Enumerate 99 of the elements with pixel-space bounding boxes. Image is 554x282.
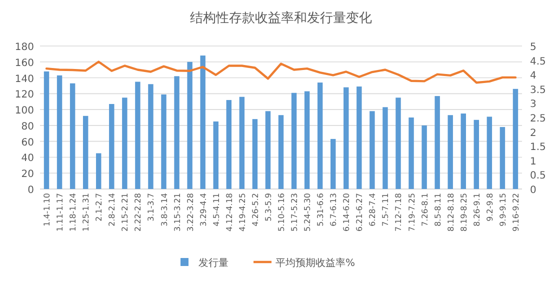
x-tick-label: 1.11-1.17 [56, 193, 65, 232]
x-tick-label: 3.8-3.14 [160, 193, 169, 226]
x-tick-label: 1.18-1.24 [68, 193, 78, 232]
bar [422, 125, 427, 189]
x-tick-label: 2.15-2.21 [120, 193, 130, 232]
bar [356, 86, 362, 189]
x-tick-label: 6.14-6.20 [342, 193, 352, 232]
y-tick-label: 80 [21, 121, 34, 132]
x-tick-label: 5.24-5.30 [303, 193, 312, 232]
y2-tick-label: 3 [530, 99, 536, 110]
x-tick-label: 2.22-2.28 [134, 193, 143, 232]
x-tick-label: 4.5-4.11 [212, 193, 221, 226]
y-tick-label: 100 [14, 106, 34, 117]
bar [330, 138, 336, 189]
bar [161, 94, 166, 189]
x-tick-label: 1.4-1.10 [42, 193, 52, 226]
chart-title: 结构性存款收益率和发行量变化 [190, 10, 372, 26]
bar [226, 100, 232, 189]
x-tick-label: 4.19-4.25 [238, 193, 247, 232]
y2-tick-label: 2.5 [530, 114, 546, 124]
bar [408, 118, 414, 189]
x-tick-label: 2.1-2.7 [94, 193, 104, 222]
x-tick-label: 5.10-5.16 [277, 193, 286, 232]
y2-tick-label: 4 [530, 70, 536, 82]
y-tick-label: 180 [14, 42, 34, 53]
x-tick-label: 2.8-2.14 [108, 193, 117, 226]
bar [370, 111, 375, 189]
x-tick-label: 7.5-7.11 [381, 193, 390, 226]
bar [448, 115, 453, 189]
bar [135, 82, 140, 189]
x-tick-label: 1.25-1.31 [82, 193, 91, 232]
y2-tick-label: 1 [530, 156, 536, 168]
x-tick-label: 3.1-3.7 [146, 193, 156, 222]
y2-tick-label: 5 [530, 42, 536, 53]
x-tick-label: 7.26-8.1 [420, 193, 430, 226]
y-tick-label: 160 [14, 58, 34, 69]
bar [187, 62, 192, 189]
bar [148, 84, 154, 189]
x-tick-label: 9.2-9.8 [485, 193, 494, 222]
bar [70, 83, 76, 189]
x-tick-label: 5.31-6.6 [316, 193, 326, 226]
bar [96, 153, 102, 189]
line-series [45, 60, 517, 84]
x-tick-label: 4.26-5.2 [250, 193, 260, 226]
x-tick-label: 3.22-3.28 [186, 193, 195, 232]
x-tick-label: 5.17-5.23 [290, 193, 300, 232]
bar [382, 107, 388, 189]
bar [44, 71, 50, 189]
bar [396, 98, 401, 189]
y2-tick-label: 2 [530, 128, 536, 139]
x-tick-label: 8.5-8.11 [433, 193, 442, 226]
y2-tick-label: 0 [530, 185, 536, 196]
bar [278, 115, 284, 189]
bar [474, 120, 480, 189]
bar [56, 75, 62, 189]
y2-tick-label: 1.5 [530, 142, 546, 154]
x-tick-label: 3.15-3.21 [172, 193, 182, 232]
x-tick-label: 6.21-6.27 [355, 193, 364, 232]
x-tick-label: 7.19-7.25 [407, 193, 416, 232]
bar [512, 88, 518, 189]
y-tick-label: 140 [14, 74, 34, 85]
y-tick-label: 20 [21, 169, 34, 180]
y-tick-label: 60 [21, 137, 34, 148]
bar [460, 114, 466, 189]
bar [486, 116, 492, 189]
bar [239, 96, 245, 189]
y2-tick-label: 0.5 [530, 170, 546, 182]
bar [252, 119, 258, 189]
legend-label: 发行量 [198, 258, 228, 269]
y2-tick-label: 4.5 [530, 56, 546, 68]
bar [291, 92, 297, 189]
x-tick-label: 7.12-7.18 [394, 193, 404, 232]
legend-label: 平均预期收益率% [276, 257, 356, 269]
bar [265, 111, 271, 189]
y-tick-label: 0 [28, 185, 34, 196]
x-tick-label: 5.3-5.9 [264, 193, 273, 222]
y-tick-label: 40 [21, 153, 34, 164]
bar [434, 96, 440, 189]
bar [213, 121, 218, 189]
bar [174, 76, 180, 189]
x-tick-label: 8.19-8.25 [459, 193, 468, 232]
bar [82, 116, 88, 189]
bar [122, 98, 128, 189]
bar [200, 56, 206, 189]
x-tick-label: 9.16-9.22 [511, 193, 520, 232]
x-tick-label: 9.9-9.15 [498, 193, 508, 226]
x-tick-label: 8.26-9.1 [472, 193, 482, 226]
bar [500, 127, 506, 189]
y-tick-label: 120 [14, 90, 34, 101]
x-tick-label: 3.29-4.4 [198, 193, 208, 226]
x-tick-label: 4.12-4.18 [224, 193, 234, 232]
bar [109, 104, 114, 189]
bar [317, 82, 323, 189]
x-tick-label: 6.28-7.4 [368, 193, 378, 226]
bar [304, 91, 310, 189]
bar [344, 87, 349, 189]
y2-tick-label: 3.5 [530, 84, 546, 96]
x-tick-label: 8.12-8.18 [446, 193, 456, 232]
x-tick-label: 6.7-6.13 [329, 193, 338, 226]
